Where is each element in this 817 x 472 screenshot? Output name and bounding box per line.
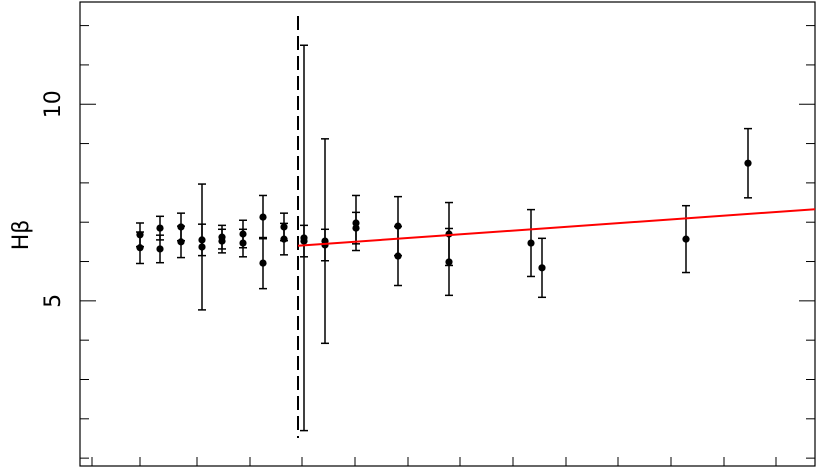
point <box>682 235 690 243</box>
point <box>744 159 752 167</box>
plot-frame <box>79 1 816 467</box>
point <box>352 224 360 232</box>
point <box>198 236 206 244</box>
point <box>156 224 164 232</box>
point <box>527 239 535 247</box>
point <box>300 237 308 245</box>
y-axis-label: Hβ <box>9 220 34 251</box>
point <box>259 213 267 221</box>
point <box>259 259 267 267</box>
point <box>218 237 226 245</box>
point <box>239 239 247 247</box>
y-tick-label: 10 <box>41 90 66 118</box>
point <box>136 231 144 239</box>
point <box>156 245 164 253</box>
point <box>280 235 288 243</box>
y-tick-label: 5 <box>41 294 66 308</box>
fit-line <box>297 208 816 247</box>
point <box>394 252 402 260</box>
point <box>445 258 453 266</box>
point <box>538 264 546 272</box>
point <box>177 223 185 231</box>
